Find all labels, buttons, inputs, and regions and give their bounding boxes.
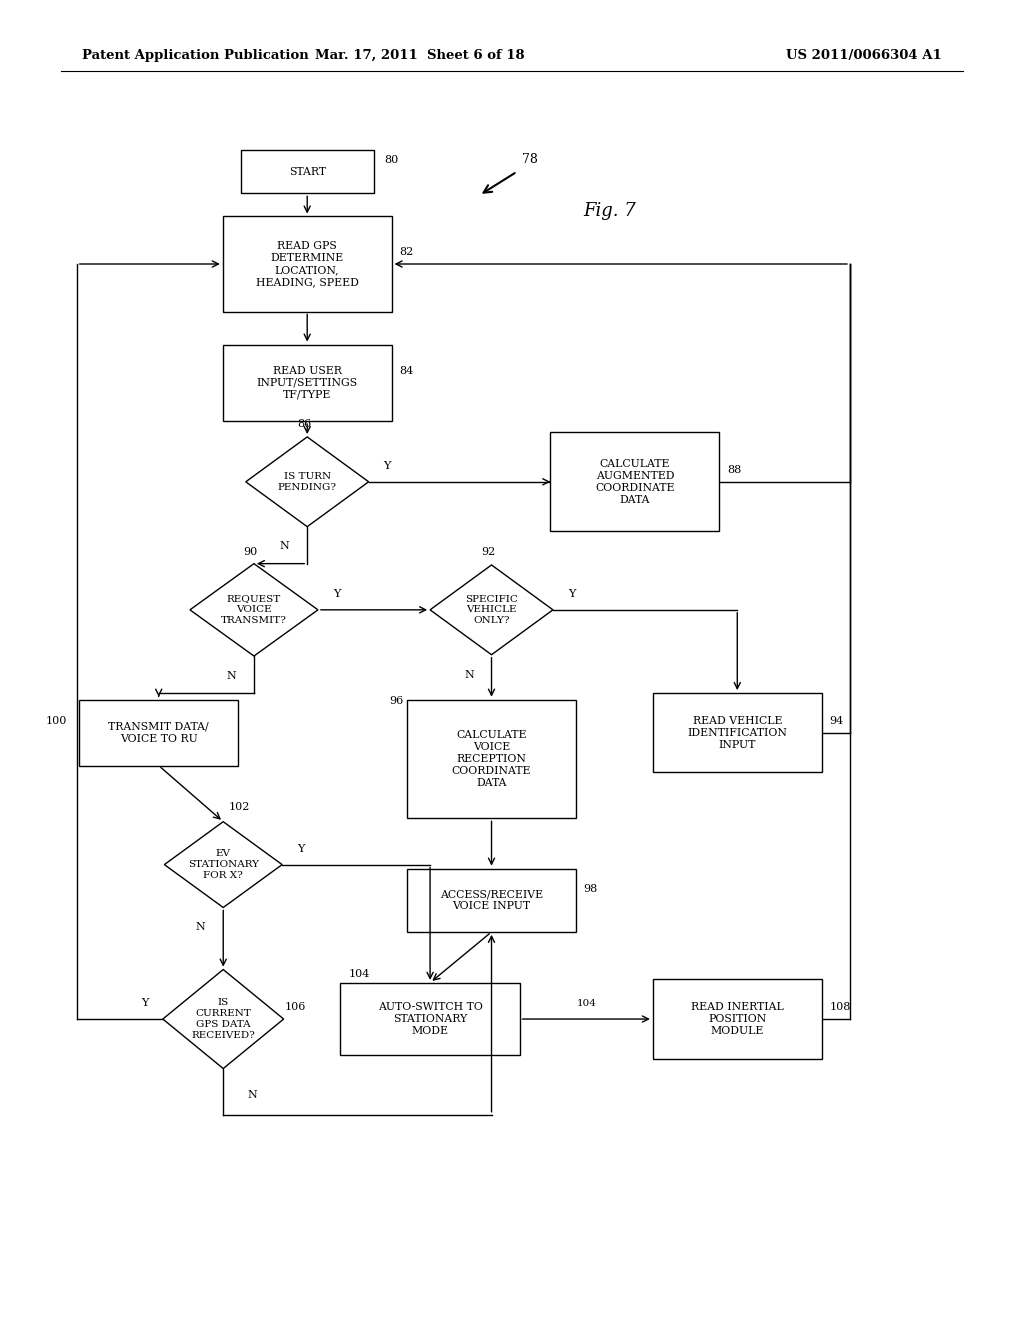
Text: 100: 100 — [46, 715, 68, 726]
Text: READ VEHICLE
IDENTIFICATION
INPUT: READ VEHICLE IDENTIFICATION INPUT — [687, 715, 787, 750]
Polygon shape — [246, 437, 369, 527]
FancyBboxPatch shape — [407, 869, 575, 932]
FancyBboxPatch shape — [551, 433, 719, 531]
Text: CALCULATE
AUGMENTED
COORDINATE
DATA: CALCULATE AUGMENTED COORDINATE DATA — [595, 459, 675, 504]
Text: 108: 108 — [829, 1002, 851, 1012]
Text: Mar. 17, 2011  Sheet 6 of 18: Mar. 17, 2011 Sheet 6 of 18 — [315, 49, 524, 62]
Text: TRANSMIT DATA/
VOICE TO RU: TRANSMIT DATA/ VOICE TO RU — [109, 722, 209, 743]
FancyBboxPatch shape — [653, 693, 821, 772]
Text: 78: 78 — [522, 153, 539, 166]
Polygon shape — [190, 564, 317, 656]
Text: Y: Y — [383, 461, 391, 471]
Text: 96: 96 — [389, 696, 403, 706]
Text: 106: 106 — [285, 1002, 306, 1012]
Text: SPECIFIC
VEHICLE
ONLY?: SPECIFIC VEHICLE ONLY? — [465, 594, 518, 626]
FancyBboxPatch shape — [407, 700, 575, 818]
Text: US 2011/0066304 A1: US 2011/0066304 A1 — [786, 49, 942, 62]
Text: N: N — [196, 923, 206, 932]
Text: Y: Y — [140, 998, 148, 1008]
Text: 88: 88 — [727, 465, 741, 475]
Text: 84: 84 — [399, 366, 414, 376]
Text: 86: 86 — [297, 418, 311, 429]
Text: IS
CURRENT
GPS DATA
RECEIVED?: IS CURRENT GPS DATA RECEIVED? — [191, 998, 255, 1040]
Polygon shape — [430, 565, 553, 655]
Text: 98: 98 — [584, 883, 598, 894]
Text: CALCULATE
VOICE
RECEPTION
COORDINATE
DATA: CALCULATE VOICE RECEPTION COORDINATE DAT… — [452, 730, 531, 788]
Text: EV
STATIONARY
FOR X?: EV STATIONARY FOR X? — [187, 849, 259, 880]
Text: Y: Y — [297, 843, 304, 854]
Polygon shape — [164, 821, 283, 908]
Text: 92: 92 — [481, 546, 496, 557]
Text: IS TURN
PENDING?: IS TURN PENDING? — [278, 473, 337, 491]
Text: READ INERTIAL
POSITION
MODULE: READ INERTIAL POSITION MODULE — [691, 1002, 783, 1036]
Text: 94: 94 — [829, 715, 844, 726]
Text: 104: 104 — [348, 969, 370, 979]
Text: Y: Y — [333, 589, 340, 599]
Text: N: N — [247, 1090, 257, 1100]
Text: ACCESS/RECEIVE
VOICE INPUT: ACCESS/RECEIVE VOICE INPUT — [440, 890, 543, 911]
FancyBboxPatch shape — [222, 216, 391, 312]
Text: READ GPS
DETERMINE
LOCATION,
HEADING, SPEED: READ GPS DETERMINE LOCATION, HEADING, SP… — [256, 242, 358, 286]
FancyBboxPatch shape — [340, 982, 520, 1056]
Text: N: N — [226, 671, 237, 681]
Text: Patent Application Publication: Patent Application Publication — [82, 49, 308, 62]
Text: AUTO-SWITCH TO
STATIONARY
MODE: AUTO-SWITCH TO STATIONARY MODE — [378, 1002, 482, 1036]
Text: START: START — [289, 166, 326, 177]
Text: N: N — [464, 669, 474, 680]
FancyBboxPatch shape — [222, 345, 391, 421]
FancyBboxPatch shape — [653, 979, 821, 1059]
Text: Y: Y — [567, 589, 575, 599]
Text: 104: 104 — [577, 999, 596, 1007]
Text: 102: 102 — [228, 801, 250, 812]
FancyBboxPatch shape — [80, 700, 238, 766]
Text: 90: 90 — [244, 546, 258, 557]
Text: 82: 82 — [399, 247, 414, 257]
Text: N: N — [280, 541, 290, 552]
Text: 80: 80 — [384, 154, 398, 165]
Text: Fig. 7: Fig. 7 — [583, 202, 636, 220]
FancyBboxPatch shape — [241, 149, 374, 193]
Polygon shape — [163, 969, 284, 1069]
Text: READ USER
INPUT/SETTINGS
TF/TYPE: READ USER INPUT/SETTINGS TF/TYPE — [257, 366, 357, 400]
Text: REQUEST
VOICE
TRANSMIT?: REQUEST VOICE TRANSMIT? — [221, 594, 287, 626]
